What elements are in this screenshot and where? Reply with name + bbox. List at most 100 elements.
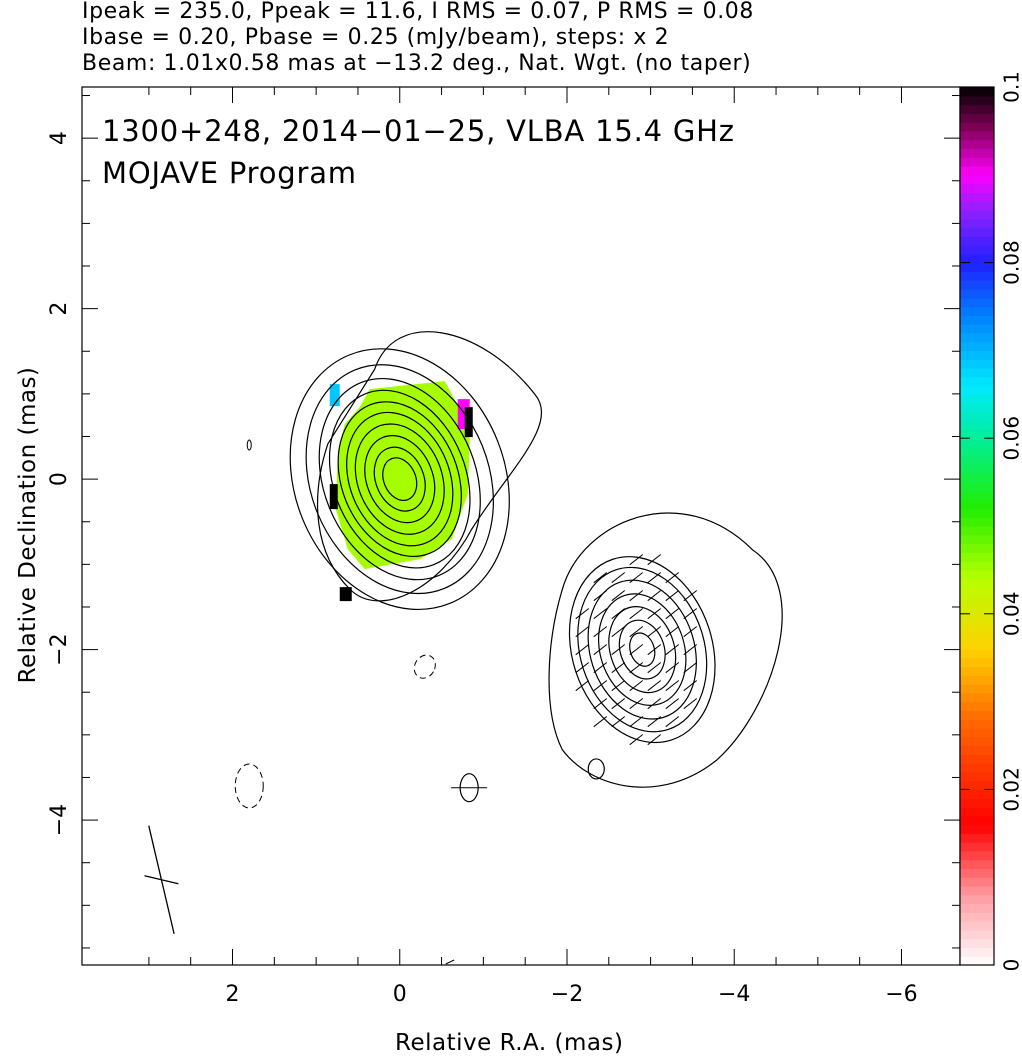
- polarization-pixel: [464, 407, 473, 438]
- evpa-vector: [683, 698, 698, 710]
- colorbar-swatch: [960, 605, 994, 615]
- colorbar-swatch: [960, 482, 994, 492]
- evpa-vector: [611, 644, 626, 656]
- evpa-vector: [647, 680, 662, 692]
- colorbar-swatch: [960, 227, 994, 237]
- jet-outer-contour: [548, 512, 783, 788]
- colorbar-swatch: [960, 868, 994, 878]
- evpa-vector: [629, 734, 644, 746]
- core-contour: [318, 377, 481, 581]
- colorbar-swatch: [960, 280, 994, 290]
- evpa-vector: [593, 716, 608, 728]
- colorbar-swatch: [960, 877, 994, 887]
- colorbar-swatch: [960, 420, 994, 431]
- evpa-vector: [593, 590, 608, 602]
- jet-contour: [587, 579, 697, 720]
- evpa-vector: [611, 572, 626, 584]
- colorbar-swatch: [960, 87, 994, 97]
- colorbar-swatch: [960, 543, 994, 553]
- colorbar-swatch: [960, 745, 994, 755]
- colorbar-swatch: [960, 209, 994, 220]
- evpa-vector: [611, 608, 626, 620]
- colorbar-swatch: [960, 815, 994, 826]
- x-tick-label: −4: [718, 982, 750, 1007]
- colorbar-swatch: [960, 508, 994, 518]
- colorbar-swatch: [960, 350, 994, 360]
- noise-contour: [445, 959, 455, 965]
- evpa-vector: [665, 572, 680, 584]
- colorbar-swatch: [960, 517, 994, 527]
- evpa-vector: [683, 626, 698, 638]
- header-line-2: Ibase = 0.20, Pbase = 0.25 (mJy/beam), s…: [82, 25, 670, 50]
- evpa-vector: [629, 644, 644, 656]
- colorbar-swatch: [960, 771, 994, 782]
- colorbar-swatch: [960, 710, 994, 720]
- colorbar-swatch: [960, 885, 994, 896]
- colorbar-swatch: [960, 218, 994, 229]
- colorbar-swatch: [960, 842, 994, 852]
- core-contour: [364, 435, 436, 524]
- colorbar-swatch: [960, 367, 994, 378]
- colorbar-swatch: [960, 798, 994, 808]
- colorbar-swatch: [960, 903, 994, 913]
- colorbar-tick-label: 0.02: [1000, 767, 1022, 812]
- colorbar-swatch: [960, 631, 994, 641]
- colorbar-swatch: [960, 806, 994, 817]
- evpa-vector: [665, 644, 680, 656]
- colorbar-swatch: [960, 789, 994, 799]
- colorbar-swatch: [960, 561, 994, 571]
- colorbar-swatch: [960, 429, 994, 439]
- evpa-vector: [593, 644, 608, 656]
- core-contour: [337, 401, 462, 558]
- evpa-vector: [611, 680, 626, 692]
- colorbar-swatch: [960, 666, 994, 676]
- evpa-vector: [647, 590, 662, 602]
- beam-minor-axis: [144, 875, 179, 885]
- colorbar-swatch: [960, 201, 994, 211]
- evpa-vector: [629, 626, 644, 638]
- noise-contour: [587, 758, 605, 780]
- evpa-vector: [683, 590, 698, 602]
- colorbar-swatch: [960, 938, 994, 949]
- evpa-vector: [575, 680, 590, 692]
- colorbar-tick-label: 0.06: [1000, 416, 1022, 461]
- colorbar-swatch: [960, 446, 994, 457]
- colorbar-swatch: [960, 245, 994, 255]
- colorbar-swatch: [960, 701, 994, 711]
- colorbar-swatch: [960, 534, 994, 545]
- colorbar-swatch: [960, 850, 994, 861]
- header-line-1: Ipeak = 235.0, Ppeak = 11.6, I RMS = 0.0…: [82, 0, 754, 24]
- colorbar-swatch: [960, 166, 994, 176]
- evpa-vector: [629, 716, 644, 728]
- evpa-vector: [611, 698, 626, 710]
- evpa-vector: [629, 572, 644, 584]
- colorbar-swatch: [960, 253, 994, 264]
- colorbar-swatch: [960, 411, 994, 422]
- evpa-vector: [575, 626, 590, 638]
- colorbar-swatch: [960, 929, 994, 940]
- colorbar-swatch: [960, 174, 994, 185]
- colorbar-swatch: [960, 359, 994, 369]
- colorbar-swatch: [960, 148, 994, 158]
- colorbar-swatch: [960, 490, 994, 501]
- evpa-vector: [665, 680, 680, 692]
- evpa-vector: [647, 572, 662, 584]
- y-tick-label: −4: [47, 804, 72, 836]
- colorbar-swatch: [960, 947, 994, 957]
- evpa-vector: [665, 716, 680, 728]
- colorbar-swatch: [960, 130, 994, 141]
- evpa-vector: [593, 626, 608, 638]
- y-tick-label: −2: [47, 633, 72, 665]
- colorbar-swatch: [960, 912, 994, 922]
- colorbar-swatch: [960, 622, 994, 632]
- core-contour: [382, 457, 418, 501]
- colorbar-swatch: [960, 578, 994, 589]
- evpa-vector: [593, 572, 608, 584]
- colorbar-swatch: [960, 438, 994, 448]
- jet-contour: [577, 566, 708, 733]
- colorbar-swatch: [960, 736, 994, 747]
- colorbar-swatch: [960, 341, 994, 351]
- evpa-vector: [647, 554, 662, 566]
- evpa-vector: [683, 608, 698, 620]
